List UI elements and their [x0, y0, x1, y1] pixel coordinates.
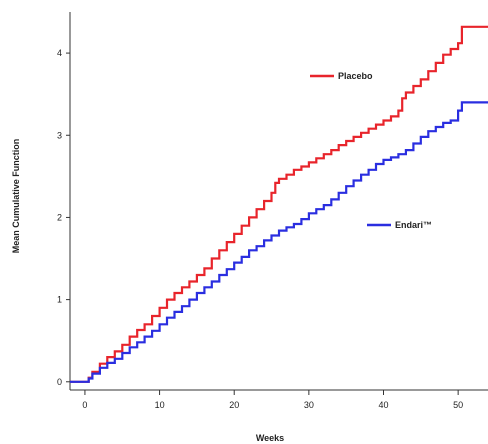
- series-line-endari: [70, 101, 488, 383]
- y-tick-label: 1: [57, 295, 62, 305]
- x-axis-label: Weeks: [256, 433, 284, 443]
- y-axis-label: Mean Cumulative Function: [11, 139, 21, 254]
- x-tick-label: 40: [378, 400, 388, 410]
- y-tick-label: 2: [57, 212, 62, 222]
- x-tick-label: 10: [155, 400, 165, 410]
- series-line-placebo: [70, 25, 488, 383]
- x-tick-label: 30: [304, 400, 314, 410]
- legend-label: Placebo: [338, 71, 373, 81]
- y-tick-label: 4: [57, 48, 62, 58]
- y-axis-ticks: 0 1 2 3 4: [57, 48, 70, 387]
- x-tick-label: 20: [229, 400, 239, 410]
- legend-entry-placebo: Placebo: [310, 71, 373, 81]
- legend-annotations: Placebo Endari™: [310, 71, 432, 230]
- legend-label: Endari™: [395, 220, 432, 230]
- x-axis-ticks: 0 10 20 30 40 50: [82, 390, 463, 410]
- legend-entry-endari: Endari™: [367, 220, 432, 230]
- series-layer: [70, 25, 488, 383]
- x-tick-label: 0: [82, 400, 87, 410]
- x-tick-label: 50: [453, 400, 463, 410]
- plot-frame: [69, 12, 488, 391]
- y-tick-label: 0: [57, 377, 62, 387]
- y-tick-label: 3: [57, 130, 62, 140]
